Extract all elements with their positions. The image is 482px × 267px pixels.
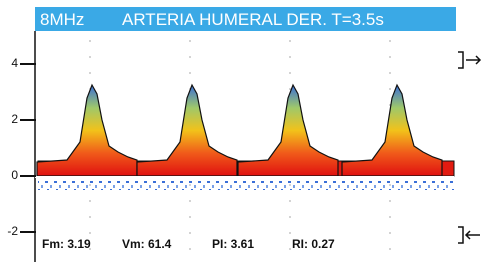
stat: PI: 3.61 xyxy=(212,237,254,251)
reverse-flow xyxy=(38,179,454,191)
stat: Vm: 61.4 xyxy=(122,237,172,251)
tick-label: 4 xyxy=(11,56,18,70)
stat: Fm: 3.19 xyxy=(42,237,91,251)
exam-title: ARTERIA HUMERAL DER. T=3.5s xyxy=(122,10,384,29)
tick-label: -2 xyxy=(7,224,18,238)
tick-label: 2 xyxy=(11,112,18,126)
tick-label: 0 xyxy=(11,168,18,182)
stat: RI: 0.27 xyxy=(292,237,335,251)
frequency: 8MHz xyxy=(40,10,84,29)
doppler-screen: 8MHz ARTERIA HUMERAL DER. T=3.5s 4 2 0 -2 F… xyxy=(0,0,482,262)
